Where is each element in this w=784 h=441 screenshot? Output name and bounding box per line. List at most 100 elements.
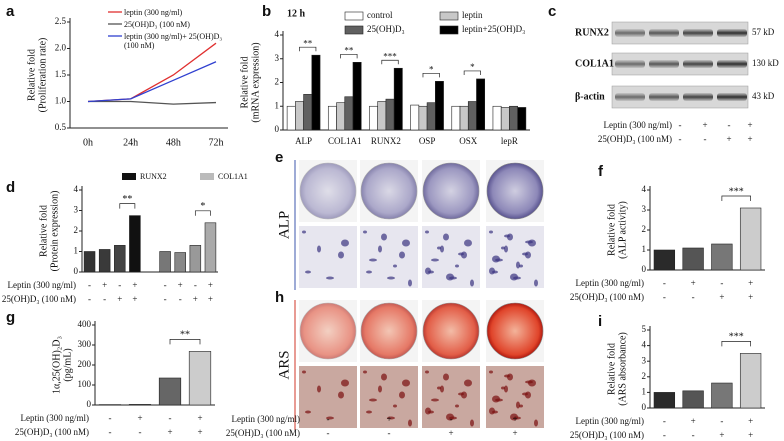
y-tick-label: 3	[642, 355, 647, 365]
micro-spot	[489, 370, 493, 374]
condition-sign: -	[103, 294, 106, 304]
condition-sign: -	[704, 134, 707, 144]
micro-spot	[381, 233, 387, 241]
micro-spot	[341, 379, 349, 387]
micro-spot	[338, 251, 344, 259]
micro-spot	[317, 385, 321, 393]
bar	[344, 96, 354, 131]
micro-spot	[504, 385, 508, 393]
y-tick-label: 4	[642, 340, 647, 350]
blot-band	[683, 60, 713, 68]
condition-label: Leptin (300 ng/ml)	[604, 120, 673, 130]
significance-label: ***	[729, 186, 744, 197]
y-axis-label: (Protein expression)	[49, 191, 60, 272]
micro-spot	[443, 233, 449, 241]
condition-sign: +	[448, 428, 453, 438]
micro-spot	[402, 379, 410, 387]
bar	[739, 207, 762, 271]
bar	[500, 107, 510, 131]
micro-spot	[408, 279, 412, 287]
dish	[360, 162, 418, 220]
blot-band	[717, 93, 747, 101]
micro-spot	[458, 392, 464, 396]
condition-label: Leptin (300 ng/ml)	[8, 280, 77, 290]
micro-spot	[425, 230, 429, 234]
micro-spot	[369, 258, 377, 262]
micro-spot	[399, 391, 405, 399]
condition-sign: -	[663, 292, 666, 302]
bar	[83, 251, 96, 273]
condition-label: Leptin (300 ng/ml)	[232, 414, 301, 424]
micro-spot	[431, 398, 439, 402]
condition-label: Leptin (300 ng/ml)	[21, 413, 90, 423]
y-tick-label: 2	[275, 77, 280, 87]
micro-spot	[369, 398, 377, 402]
condition-sign: +	[208, 280, 213, 290]
condition-sign: +	[132, 280, 137, 290]
y-axis-label: (ARS absorbance)	[617, 332, 628, 406]
y-axis-label: (ALP activity)	[617, 201, 628, 259]
condition-sign: +	[719, 292, 724, 302]
panel-letter: g	[6, 309, 15, 326]
micro-spot	[458, 252, 464, 256]
blot-size: 57 kD	[752, 27, 775, 37]
micro-spot	[534, 419, 538, 427]
y-tick-label: 1	[642, 386, 647, 396]
blot-size: 130 kD	[752, 58, 779, 68]
micro-spot	[516, 261, 520, 269]
micro-spot	[443, 373, 449, 381]
micro-spot	[393, 264, 397, 268]
bar	[159, 251, 171, 273]
condition-sign: +	[197, 427, 202, 437]
condition-label: 25(OH)D₃ (100 nM)	[226, 428, 300, 438]
significance-bracket	[381, 59, 399, 65]
y-tick-label: 0	[87, 399, 92, 409]
micro-spot	[504, 374, 510, 378]
bar	[385, 98, 395, 131]
dish	[299, 162, 357, 220]
panel-letter: i	[598, 313, 602, 330]
micro-spot	[387, 416, 395, 420]
micro-spot	[437, 246, 441, 250]
micro-spot	[425, 267, 431, 275]
y-axis-label: (mRNA expression)	[250, 42, 261, 122]
condition-label: 25(OH)D₃ (100 nM)	[15, 427, 89, 437]
micro-spot	[492, 395, 500, 403]
panel-letter: h	[275, 289, 284, 306]
condition-sign: -	[663, 430, 666, 440]
condition-sign: -	[720, 416, 723, 426]
micro-spot	[446, 413, 454, 421]
x-tick-label: OSP	[419, 136, 436, 146]
micro-spot	[425, 407, 431, 415]
panel-letter: f	[598, 163, 604, 180]
stain-label: ALP	[276, 211, 292, 239]
micro-spot	[440, 245, 444, 253]
bar	[377, 101, 387, 131]
y-tick-label: 1	[642, 244, 647, 254]
blot-strip	[611, 52, 749, 76]
bar	[311, 54, 321, 131]
bar	[188, 351, 212, 406]
condition-sign: -	[327, 414, 330, 424]
condition-label: 25(OH)D₃ (100 nM)	[598, 134, 672, 144]
legend-swatch	[344, 11, 364, 21]
y-tick-label: 300	[78, 339, 92, 349]
significance-label: *	[470, 62, 475, 72]
panel-letter: b	[262, 3, 271, 20]
bar	[682, 390, 704, 409]
y-tick-label: 1	[275, 100, 280, 110]
condition-sign: -	[194, 280, 197, 290]
condition-sign: +	[208, 294, 213, 304]
significance-bracket	[340, 53, 358, 59]
y-tick-label: 0	[275, 124, 280, 134]
condition-sign: -	[88, 280, 91, 290]
micro-spot	[525, 380, 533, 384]
micro-spot	[470, 419, 474, 427]
micro-spot	[366, 410, 372, 414]
micro-spot	[378, 385, 382, 393]
micro-spot	[519, 404, 523, 408]
blot-band	[717, 60, 747, 68]
condition-sign: +	[719, 430, 724, 440]
significance-bracket	[463, 70, 481, 75]
condition-sign: +	[117, 294, 122, 304]
